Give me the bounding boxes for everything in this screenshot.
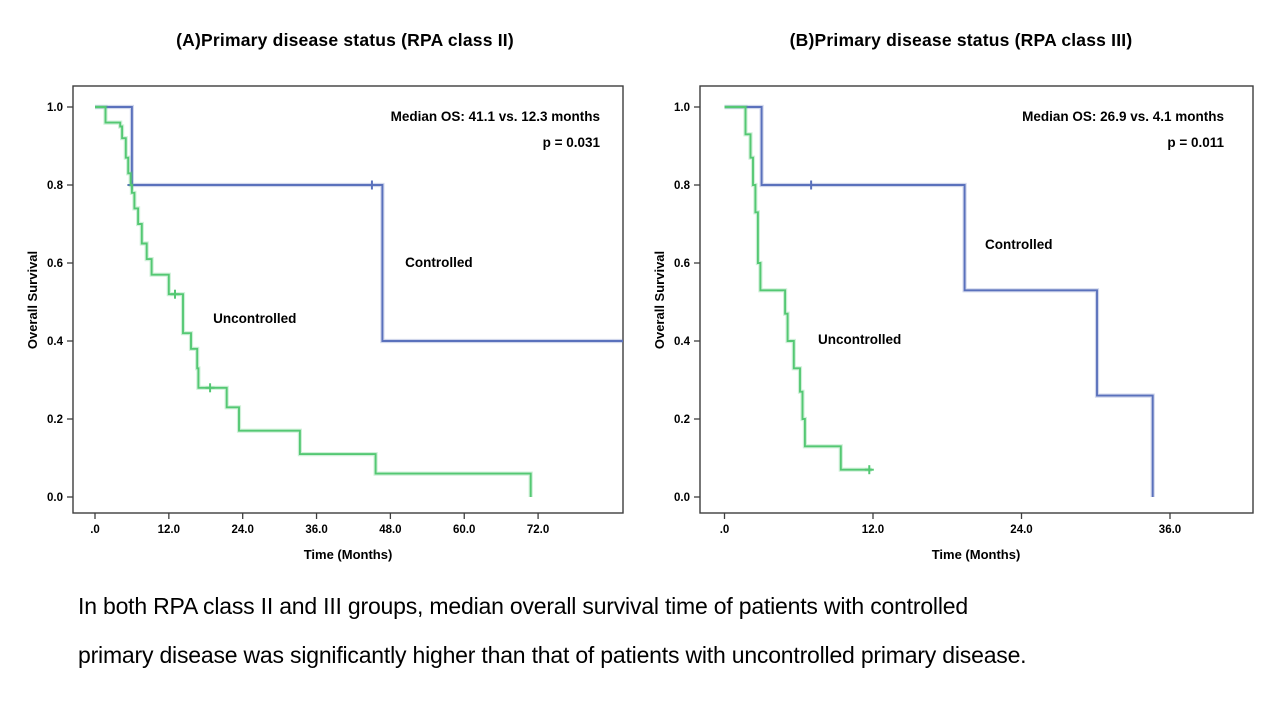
y-axis-label: Overall Survival <box>25 251 40 349</box>
median-os-annotation: Median OS: 41.1 vs. 12.3 months <box>391 109 600 124</box>
x-tick-label: 24.0 <box>1010 524 1032 536</box>
y-tick-label: 0.0 <box>674 492 690 504</box>
caption-line-1: In both RPA class II and III groups, med… <box>78 593 968 619</box>
x-tick-label: .0 <box>720 524 730 536</box>
curve-halo <box>724 104 872 472</box>
p-value-annotation: p = 0.031 <box>543 135 601 150</box>
km-curve-uncontrolled <box>95 104 533 497</box>
x-tick-label: 48.0 <box>379 524 401 536</box>
y-tick-label: 0.2 <box>47 414 63 426</box>
plot-frame <box>72 85 624 514</box>
curve-line <box>95 106 532 497</box>
x-axis-label: Time (Months) <box>932 547 1021 562</box>
curve-halo <box>95 104 533 497</box>
km-curve-controlled <box>724 104 1155 497</box>
curve-line <box>724 106 872 471</box>
curve-line <box>724 106 1154 497</box>
x-tick-label: 72.0 <box>527 524 549 536</box>
y-tick-label: 0.6 <box>47 258 63 270</box>
series-label-controlled: Controlled <box>405 255 473 270</box>
y-tick-label: 0.0 <box>47 492 63 504</box>
x-axis-label: Time (Months) <box>304 547 393 562</box>
x-tick-label: .0 <box>90 524 100 536</box>
y-tick-label: 0.4 <box>47 336 64 348</box>
plot-frame <box>699 85 1254 514</box>
y-tick-label: 0.8 <box>47 180 64 192</box>
curve-halo <box>724 104 1155 497</box>
series-label-uncontrolled: Uncontrolled <box>213 311 296 326</box>
y-tick-label: 1.0 <box>674 102 690 114</box>
median-os-annotation: Median OS: 26.9 vs. 4.1 months <box>1022 109 1224 124</box>
curve-line <box>95 106 623 342</box>
caption-line-2: primary disease was significantly higher… <box>78 642 1027 668</box>
panel-b: .0 12.0 24.0 36.0 0.0 0.2 0.4 0.6 0.8 1.0 Time (Mo… <box>652 85 1254 562</box>
km-curve-uncontrolled <box>724 104 874 475</box>
panel-a: .0 12.0 24.0 36.0 48.0 60.0 72.0 0.0 0.2 0.4 0.6 0.… <box>25 85 624 562</box>
y-tick-label: 0.6 <box>674 258 690 270</box>
x-tick-label: 12.0 <box>158 524 180 536</box>
series-label-uncontrolled: Uncontrolled <box>818 332 901 347</box>
series-label-controlled: Controlled <box>985 237 1053 252</box>
x-tick-label: 36.0 <box>1159 524 1181 536</box>
y-tick-label: 0.4 <box>674 336 691 348</box>
y-tick-label: 0.2 <box>674 414 690 426</box>
x-tick-label: 60.0 <box>453 524 475 536</box>
p-value-annotation: p = 0.011 <box>1167 135 1224 150</box>
y-axis-label: Overall Survival <box>652 251 667 349</box>
panel-a-title: (A)Primary disease status (RPA class II) <box>176 30 514 50</box>
x-tick-label: 24.0 <box>232 524 254 536</box>
kaplan-meier-charts: .0 12.0 24.0 36.0 48.0 60.0 72.0 0.0 0.2 0.4 0.6 0.… <box>25 85 1254 562</box>
panel-b-title: (B)Primary disease status (RPA class III… <box>789 30 1133 50</box>
y-tick-label: 1.0 <box>47 102 63 114</box>
x-tick-label: 36.0 <box>305 524 327 536</box>
figure-caption: In both RPA class II and III groups, med… <box>78 582 1228 680</box>
y-tick-label: 0.8 <box>674 180 691 192</box>
x-tick-label: 12.0 <box>862 524 884 536</box>
